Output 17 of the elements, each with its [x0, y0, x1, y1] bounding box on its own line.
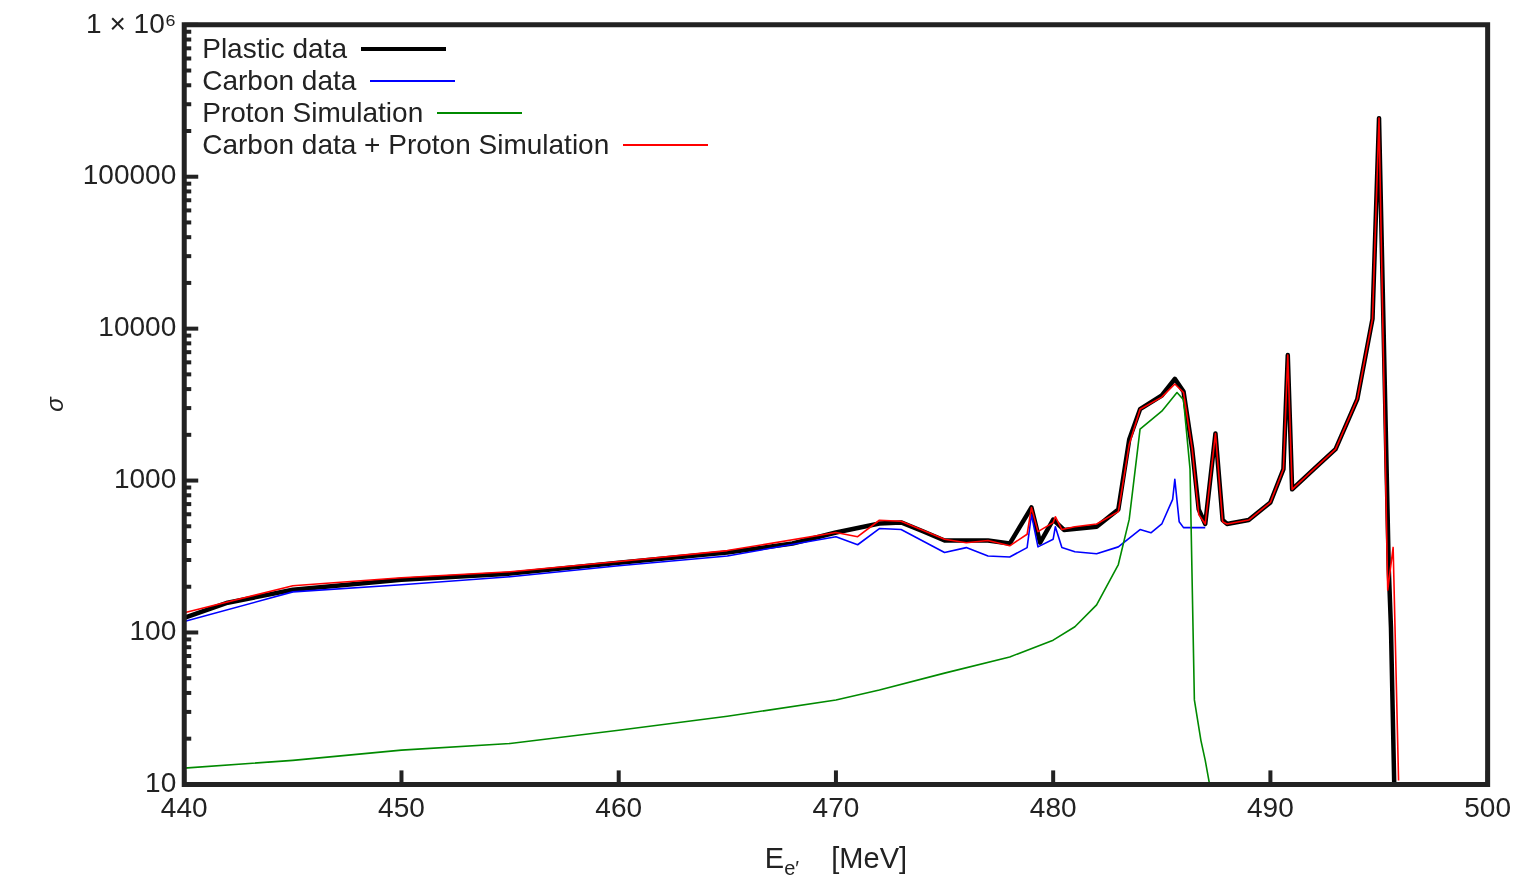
x-tick-label: 450	[378, 791, 425, 823]
x-tick-label: 470	[812, 791, 860, 823]
legend-label: Carbon data	[202, 64, 357, 97]
y-tick-label: 1000	[113, 463, 177, 495]
y-tick-label: 1 × 10⁶	[86, 7, 177, 39]
x-tick-label: 490	[1247, 791, 1294, 823]
text: E$_{e′}$ [MeV]	[764, 842, 908, 880]
x-tick-label: 500	[1464, 791, 1511, 823]
legend-label: Proton Simulation	[202, 96, 424, 129]
y-axis-title: σ	[41, 395, 69, 412]
x-tick-label: 480	[1029, 791, 1077, 823]
y-tick-label: 100000	[82, 159, 177, 191]
y-tick-label: 10000	[98, 311, 177, 343]
legend-label: Carbon data + Proton Simulation	[202, 128, 610, 161]
legend-label: Plastic data	[202, 32, 347, 65]
y-tick-label: 100	[129, 615, 177, 647]
x-tick-label: 460	[595, 791, 643, 823]
